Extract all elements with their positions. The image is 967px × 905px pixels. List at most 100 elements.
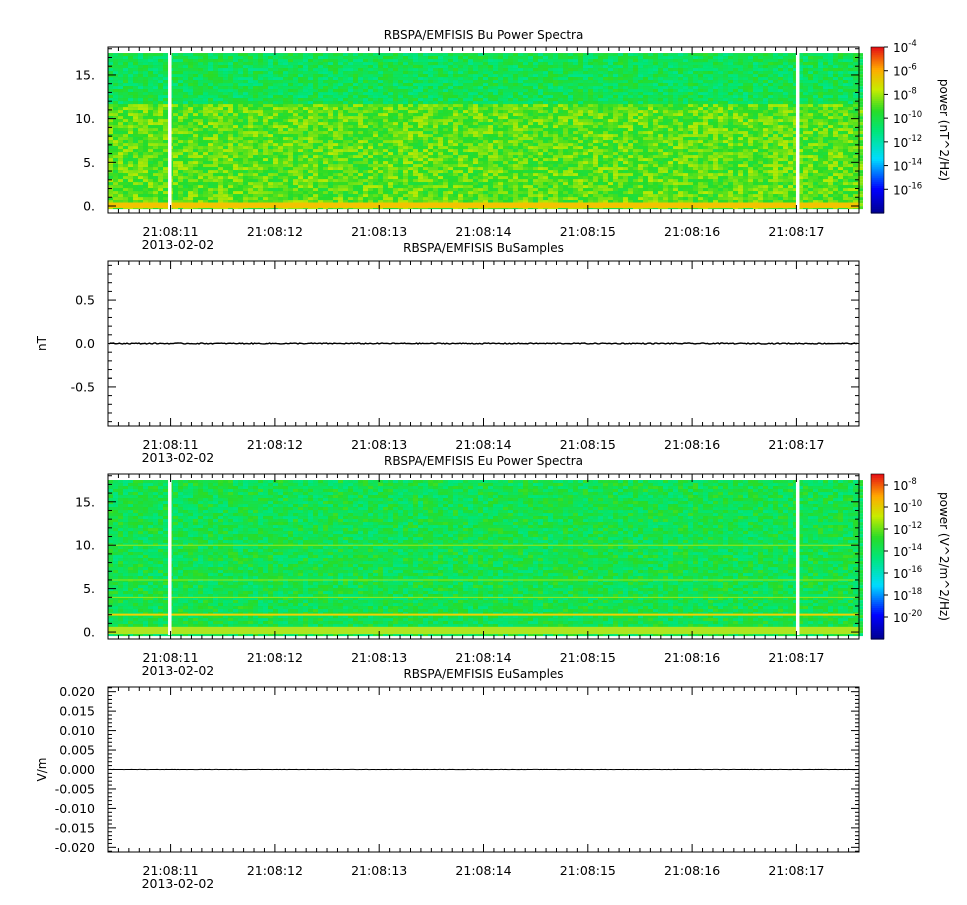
spectrogram-cell [138, 110, 143, 114]
spectrogram-cell [363, 59, 368, 63]
spectrogram-cell [833, 128, 838, 132]
spectrogram-cell [628, 140, 633, 144]
spectrogram-cell [633, 107, 638, 111]
spectrogram-cell [323, 56, 328, 60]
spectrogram-cell [183, 140, 188, 144]
spectrogram-cell [433, 59, 438, 63]
spectrogram-cell [843, 140, 848, 144]
spectrogram-cell [358, 65, 363, 69]
spectrogram-cell [808, 122, 813, 126]
spectrogram-cell [183, 95, 188, 99]
spectrogram-cell [803, 104, 808, 108]
spectrogram-cell [718, 137, 723, 141]
spectrogram-cell [548, 89, 553, 93]
spectrogram-cell [543, 86, 548, 90]
spectrogram-cell [643, 116, 648, 120]
spectrogram-cell [363, 149, 368, 153]
spectrogram-cell [198, 113, 203, 117]
spectrogram-cell [133, 77, 138, 81]
spectrogram-cell [388, 83, 393, 87]
spectrogram-cell [663, 134, 668, 138]
spectrogram-cell [803, 149, 808, 153]
spectrogram-cell [253, 80, 258, 84]
spectrogram-cell [493, 95, 498, 99]
spectrogram-cell [263, 146, 268, 150]
spectrogram-cell [183, 80, 188, 84]
spectrogram-cell [558, 107, 563, 111]
spectrogram-cell [593, 119, 598, 123]
spectrogram-cell [203, 140, 208, 144]
spectrogram-cell [603, 89, 608, 93]
spectrogram-cell [478, 128, 483, 132]
spectrogram-cell [473, 59, 478, 63]
spectrogram-cell [538, 80, 543, 84]
spectrogram-cell [423, 128, 428, 132]
spectrogram-cell [598, 53, 603, 57]
spectrogram-cell [463, 140, 468, 144]
spectrogram-cell [338, 134, 343, 138]
spectrogram-cell [173, 122, 178, 126]
spectrogram-cell [273, 140, 278, 144]
spectrogram-cell [663, 59, 668, 63]
spectrogram-cell [848, 71, 853, 75]
spectrogram-cell [248, 110, 253, 114]
spectrogram-cell [473, 140, 478, 144]
spectrogram-cell [138, 140, 143, 144]
spectrogram-cell [578, 134, 583, 138]
spectrogram-cell [738, 116, 743, 120]
spectrogram-cell [548, 140, 553, 144]
spectrogram-cell [403, 74, 408, 78]
spectrogram-cell [728, 143, 733, 147]
spectrogram-cell [233, 119, 238, 123]
spectrogram-cell [268, 62, 273, 66]
spectrogram-cell [273, 116, 278, 120]
spectrogram-cell [493, 113, 498, 117]
spectrogram-cell [793, 68, 798, 72]
spectrogram-cell [843, 74, 848, 78]
spectrogram-cell [568, 89, 573, 93]
spectrogram-cell [743, 86, 748, 90]
spectrogram-cell [843, 110, 848, 114]
spectrogram-cell [193, 68, 198, 72]
spectrogram-cell [183, 128, 188, 132]
spectrogram-cell [113, 53, 118, 57]
spectrogram-cell [398, 101, 403, 105]
spectrogram-cell [508, 83, 513, 87]
spectrogram-cell [753, 65, 758, 69]
spectrogram-cell [618, 53, 623, 57]
spectrogram-cell [503, 146, 508, 150]
spectrogram-cell [828, 65, 833, 69]
spectrogram-cell [823, 62, 828, 66]
spectrogram-cell [393, 131, 398, 135]
spectrogram-cell [763, 59, 768, 63]
spectrogram-cell [248, 149, 253, 153]
spectrogram-cell [838, 98, 843, 102]
spectrogram-cell [523, 62, 528, 66]
spectrogram-cell [153, 101, 158, 105]
spectrogram-cell [783, 131, 788, 135]
spectrogram-cell [388, 101, 393, 105]
spectrogram-cell [638, 95, 643, 99]
spectrogram-cell [443, 74, 448, 78]
spectrogram-cell [583, 89, 588, 93]
spectrogram-cell [768, 131, 773, 135]
spectrogram-cell [553, 107, 558, 111]
spectrogram-cell [238, 53, 243, 57]
spectrogram-cell [528, 65, 533, 69]
spectrogram-cell [373, 125, 378, 129]
spectrogram-cell [763, 101, 768, 105]
spectrogram-cell [848, 125, 853, 129]
spectrogram-cell [623, 86, 628, 90]
spectrogram-cell [843, 89, 848, 93]
spectrogram-cell [148, 125, 153, 129]
spectrogram-cell [808, 86, 813, 90]
spectrogram-cell [533, 74, 538, 78]
spectrogram-cell [488, 131, 493, 135]
spectrogram-cell [308, 122, 313, 126]
spectrogram-cell [698, 149, 703, 153]
spectrogram-cell [433, 119, 438, 123]
spectrogram-cell [268, 53, 273, 57]
spectrogram-cell [248, 71, 253, 75]
spectrogram-cell [608, 59, 613, 63]
spectrogram-cell [773, 119, 778, 123]
